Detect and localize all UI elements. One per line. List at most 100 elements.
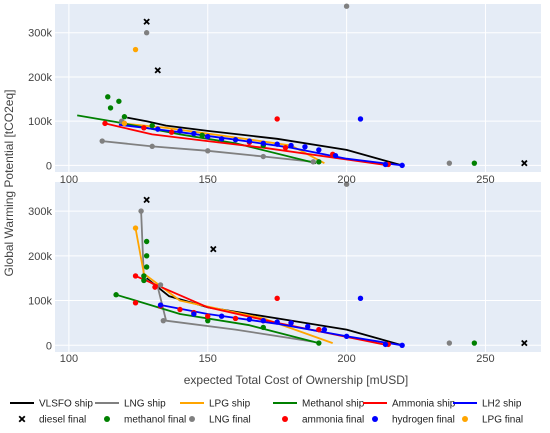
legend-item[interactable]: LPG ship [180,399,251,410]
data-point [446,340,453,346]
legend-item[interactable]: Ammonia ship [363,399,456,410]
data-point [343,3,350,9]
legend-item[interactable]: VLSFO ship [10,399,93,410]
chart-legend: VLSFO ship LNG ship LPG ship Methanol ship A… [10,399,523,426]
x-tick-label: 150 [199,174,217,186]
data-point [191,130,197,137]
legend-swatch [189,416,195,422]
data-point [205,317,211,324]
data-point-x [210,245,217,253]
y-tick-label: 200k [28,251,52,263]
data-point [282,144,289,151]
x-tick-label: 200 [337,353,355,365]
data-point [177,306,183,313]
data-point [218,313,225,319]
data-point [274,141,280,147]
series-line [77,114,317,165]
legend-label: LH2 ship [482,399,522,410]
legend-label: ammonia final [302,415,364,426]
data-point-x [154,67,161,74]
data-point [260,324,266,331]
data-point [357,116,364,122]
data-point [260,317,266,324]
data-point [382,341,389,348]
data-point [141,273,147,279]
series-line [115,293,320,344]
legend-item[interactable]: Methanol ship [273,399,365,410]
data-point [113,292,119,298]
data-point [316,326,322,333]
legend-swatch [18,415,26,423]
data-point [232,315,239,322]
legend-item[interactable]: LNG final [189,415,251,426]
data-point-x [143,196,150,204]
data-point [141,277,147,284]
series-line [104,122,389,167]
data-point [143,264,150,270]
data-point [132,225,139,231]
legend-item[interactable]: LNG ship [95,399,166,410]
legend-item[interactable]: LH2 ship [453,399,522,410]
legend-item[interactable]: LPG final [462,415,523,426]
x-tick-label: 200 [337,174,355,186]
data-point [149,143,155,150]
data-point [446,160,453,166]
x-tick-label: 100 [60,174,78,186]
data-point [288,320,294,326]
data-point [357,295,364,302]
data-point-x [521,339,528,347]
data-point [316,147,322,153]
data-point [105,94,111,100]
data-point [274,319,280,325]
x-tick-label: 250 [476,353,494,365]
data-point [191,311,197,317]
data-point [382,161,389,168]
data-point [121,120,128,127]
x-tick-label: 250 [476,174,494,186]
legend-swatch [104,416,110,422]
legend-label: VLSFO ship [39,399,93,410]
data-point [302,144,308,150]
data-point [132,46,139,53]
legend-item[interactable]: diesel final [18,415,86,426]
data-point [260,140,266,146]
x-tick-label: 100 [60,353,78,365]
legend-swatch [462,416,468,422]
plot-area [55,4,541,172]
legend-label: Methanol ship [302,399,365,410]
plot-area [55,182,541,352]
legend-label: Ammonia ship [392,399,456,410]
legend-item[interactable]: methanol final [104,415,186,426]
data-point [260,153,266,160]
legend-item[interactable]: ammonia final [282,415,364,426]
data-point [305,323,311,330]
data-point [138,208,144,214]
legend-item[interactable]: hydrogen final [372,415,455,426]
x-axis-title: expected Total Cost of Ownership [mUSD] [184,373,409,387]
data-point [246,316,253,323]
data-point [168,129,175,135]
data-point [121,114,128,120]
data-point [205,148,211,154]
data-point [143,238,150,245]
legend-label: diesel final [39,415,86,426]
data-point [152,284,158,290]
y-tick-label: 300k [28,28,52,40]
data-point [274,116,280,122]
legend-label: LPG final [482,415,523,426]
data-point [199,132,205,139]
data-point [343,181,350,187]
data-point [246,138,253,144]
y-tick-label: 200k [28,72,52,84]
data-point [471,160,478,166]
y-tick-label: 100k [28,116,52,128]
x-axis-ticks: 100 150 200 250 100 150 200 250 [60,174,495,365]
data-point [177,128,183,134]
data-point [141,125,147,131]
data-point [343,333,350,340]
series-line [146,277,403,347]
data-point [332,152,339,159]
data-point [160,317,167,324]
